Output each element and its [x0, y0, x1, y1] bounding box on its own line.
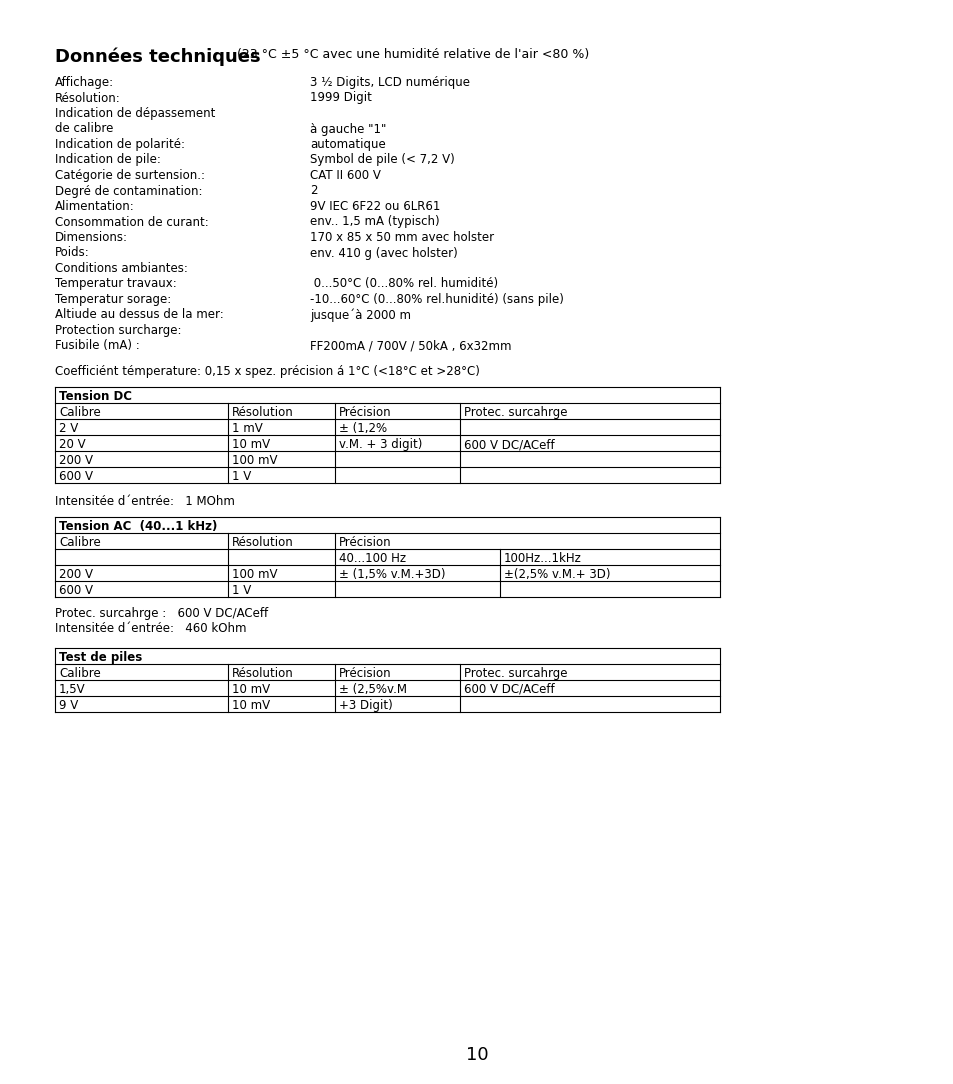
Text: Protec. surcahrge :   600 V DC/ACeff: Protec. surcahrge : 600 V DC/ACeff: [55, 607, 268, 620]
Text: Résolution: Résolution: [232, 535, 294, 549]
Text: 9V IEC 6F22 ou 6LR61: 9V IEC 6F22 ou 6LR61: [310, 201, 440, 212]
Text: 1 V: 1 V: [232, 470, 251, 483]
Text: Temperatur travaux:: Temperatur travaux:: [55, 278, 176, 291]
Text: ± (1,5% v.M.+3D): ± (1,5% v.M.+3D): [338, 568, 445, 581]
Text: Tension AC  (40...1 kHz): Tension AC (40...1 kHz): [59, 520, 217, 533]
Text: Poids:: Poids:: [55, 246, 90, 259]
Text: 100 mV: 100 mV: [232, 454, 277, 467]
Text: 2 V: 2 V: [59, 422, 78, 435]
Text: Temperatur sorage:: Temperatur sorage:: [55, 293, 172, 306]
Text: Données techniques: Données techniques: [55, 48, 260, 66]
Text: Consommation de curant:: Consommation de curant:: [55, 216, 209, 229]
Text: 20 V: 20 V: [59, 438, 86, 451]
Text: 200 V: 200 V: [59, 568, 92, 581]
Text: 0...50°C (0...80% rel. humidité): 0...50°C (0...80% rel. humidité): [310, 278, 497, 291]
Text: 600 V DC/ACeff: 600 V DC/ACeff: [463, 438, 554, 451]
Text: Résolution: Résolution: [232, 406, 294, 420]
Text: Précision: Précision: [338, 667, 392, 680]
Text: 2: 2: [310, 184, 317, 197]
Text: 10 mV: 10 mV: [232, 438, 270, 451]
Text: Intensitée d´entrée:   460 kOhm: Intensitée d´entrée: 460 kOhm: [55, 622, 246, 635]
Text: Conditions ambiantes:: Conditions ambiantes:: [55, 262, 188, 275]
Text: ± (1,2%: ± (1,2%: [338, 422, 387, 435]
Text: 200 V: 200 V: [59, 454, 92, 467]
Text: (23 °C ±5 °C avec une humidité relative de l'air <80 %): (23 °C ±5 °C avec une humidité relative …: [233, 48, 589, 61]
Text: Tension DC: Tension DC: [59, 390, 132, 403]
Text: Protec. surcahrge: Protec. surcahrge: [463, 406, 567, 420]
Text: 1 mV: 1 mV: [232, 422, 262, 435]
Text: 100Hz...1kHz: 100Hz...1kHz: [503, 552, 581, 565]
Text: Affichage:: Affichage:: [55, 76, 114, 89]
Text: env. 410 g (avec holster): env. 410 g (avec holster): [310, 246, 457, 259]
Text: 1999 Digit: 1999 Digit: [310, 91, 372, 104]
Text: 1,5V: 1,5V: [59, 683, 86, 696]
Text: 40...100 Hz: 40...100 Hz: [338, 552, 406, 565]
Text: env.. 1,5 mA (typisch): env.. 1,5 mA (typisch): [310, 216, 439, 229]
Text: v.M. + 3 digit): v.M. + 3 digit): [338, 438, 422, 451]
Text: Fusibile (mA) :: Fusibile (mA) :: [55, 339, 139, 352]
Text: 600 V: 600 V: [59, 470, 92, 483]
Text: 10 mV: 10 mV: [232, 699, 270, 712]
Text: 1 V: 1 V: [232, 584, 251, 597]
Text: CAT II 600 V: CAT II 600 V: [310, 169, 380, 182]
Text: à gauche "1": à gauche "1": [310, 122, 386, 136]
Text: Résolution:: Résolution:: [55, 91, 121, 104]
Text: Résolution: Résolution: [232, 667, 294, 680]
Text: Indication de dépassement: Indication de dépassement: [55, 107, 215, 120]
Text: jusque´à 2000 m: jusque´à 2000 m: [310, 309, 411, 322]
Text: 600 V DC/ACeff: 600 V DC/ACeff: [463, 683, 554, 696]
Text: 10: 10: [465, 1046, 488, 1064]
Text: Altiude au dessus de la mer:: Altiude au dessus de la mer:: [55, 309, 224, 322]
Text: Catégorie de surtension.:: Catégorie de surtension.:: [55, 169, 205, 182]
Text: Degré de contamination:: Degré de contamination:: [55, 184, 202, 197]
Text: Symbol de pile (< 7,2 V): Symbol de pile (< 7,2 V): [310, 154, 455, 167]
Text: Calibre: Calibre: [59, 535, 101, 549]
Text: FF200mA / 700V / 50kA , 6x32mm: FF200mA / 700V / 50kA , 6x32mm: [310, 339, 511, 352]
Text: Alimentation:: Alimentation:: [55, 201, 134, 212]
Text: 100 mV: 100 mV: [232, 568, 277, 581]
Text: Calibre: Calibre: [59, 406, 101, 420]
Text: Calibre: Calibre: [59, 667, 101, 680]
Text: Indication de pile:: Indication de pile:: [55, 154, 161, 167]
Text: Test de piles: Test de piles: [59, 651, 142, 664]
Text: Indication de polarité:: Indication de polarité:: [55, 138, 185, 151]
Text: -10...60°C (0...80% rel.hunidité) (sans pile): -10...60°C (0...80% rel.hunidité) (sans …: [310, 293, 563, 306]
Text: 170 x 85 x 50 mm avec holster: 170 x 85 x 50 mm avec holster: [310, 231, 494, 244]
Text: de calibre: de calibre: [55, 122, 113, 136]
Text: Précision: Précision: [338, 535, 392, 549]
Text: 600 V: 600 V: [59, 584, 92, 597]
Text: Coefficiént témperature: 0,15 x spez. précision á 1°C (<18°C et >28°C): Coefficiént témperature: 0,15 x spez. pr…: [55, 365, 479, 378]
Text: Intensitée d´entrée:   1 MOhm: Intensitée d´entrée: 1 MOhm: [55, 495, 234, 508]
Text: automatique: automatique: [310, 138, 385, 151]
Text: ±(2,5% v.M.+ 3D): ±(2,5% v.M.+ 3D): [503, 568, 610, 581]
Text: Protec. surcahrge: Protec. surcahrge: [463, 667, 567, 680]
Text: Précision: Précision: [338, 406, 392, 420]
Text: ± (2,5%v.M: ± (2,5%v.M: [338, 683, 407, 696]
Text: +3 Digit): +3 Digit): [338, 699, 393, 712]
Text: Protection surcharge:: Protection surcharge:: [55, 324, 181, 337]
Text: Dimensions:: Dimensions:: [55, 231, 128, 244]
Text: 3 ½ Digits, LCD numérique: 3 ½ Digits, LCD numérique: [310, 76, 470, 89]
Text: 10 mV: 10 mV: [232, 683, 270, 696]
Text: 9 V: 9 V: [59, 699, 78, 712]
